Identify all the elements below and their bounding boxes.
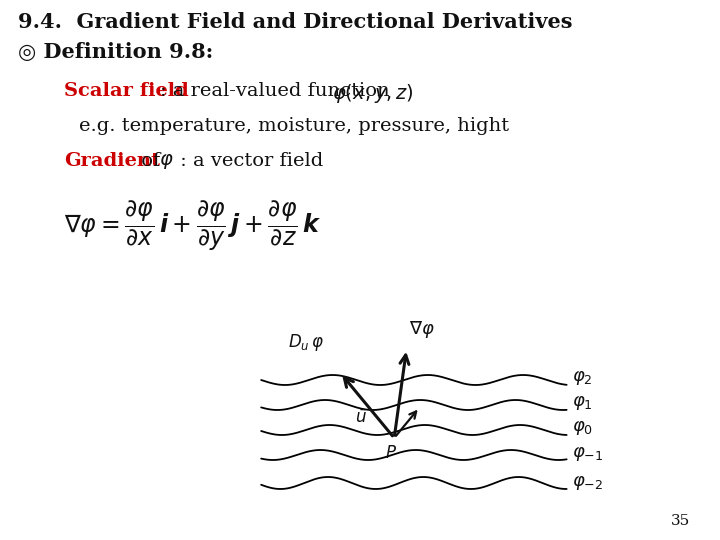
Text: $\varphi_2$: $\varphi_2$ xyxy=(572,369,593,387)
Text: : a vector field: : a vector field xyxy=(174,152,324,170)
Text: $P$: $P$ xyxy=(385,445,397,462)
Text: 35: 35 xyxy=(670,514,690,528)
Text: ◎ Definition 9.8:: ◎ Definition 9.8: xyxy=(18,42,213,62)
Text: Gradient: Gradient xyxy=(64,152,160,170)
Text: $\varphi_0$: $\varphi_0$ xyxy=(572,419,593,437)
Text: $\nabla\varphi = \dfrac{\partial\varphi}{\partial x}\,\boldsymbol{i} + \dfrac{\p: $\nabla\varphi = \dfrac{\partial\varphi}… xyxy=(64,200,321,253)
Text: : a real-valued function: : a real-valued function xyxy=(160,82,390,100)
Text: 9.4.  Gradient Field and Directional Derivatives: 9.4. Gradient Field and Directional Deri… xyxy=(18,12,572,32)
Text: $\varphi(x, y, z)$: $\varphi(x, y, z)$ xyxy=(332,82,414,105)
Text: e.g. temperature, moisture, pressure, hight: e.g. temperature, moisture, pressure, hi… xyxy=(78,117,509,135)
Text: $D_u\,\varphi$: $D_u\,\varphi$ xyxy=(288,332,324,353)
Text: of: of xyxy=(135,152,173,170)
Text: $\varphi_{-1}$: $\varphi_{-1}$ xyxy=(572,445,603,463)
Text: Scalar field: Scalar field xyxy=(64,82,189,100)
Text: $\varphi$: $\varphi$ xyxy=(158,152,174,171)
Text: $\bar{u}$: $\bar{u}$ xyxy=(355,409,366,427)
Text: $\varphi_{-2}$: $\varphi_{-2}$ xyxy=(572,474,603,492)
Text: $\nabla\varphi$: $\nabla\varphi$ xyxy=(409,319,435,340)
Text: $\varphi_1$: $\varphi_1$ xyxy=(572,394,593,412)
